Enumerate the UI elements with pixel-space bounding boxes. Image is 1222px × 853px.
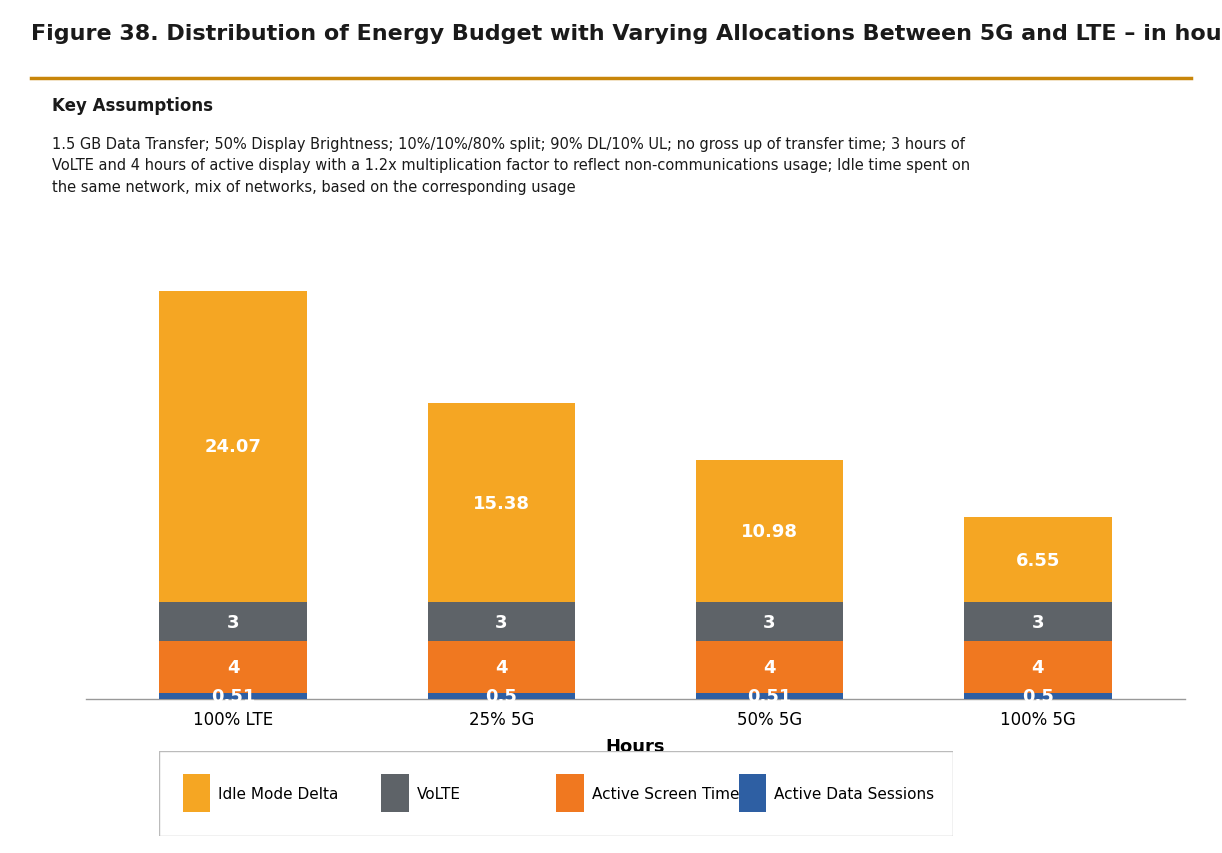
Bar xyxy=(428,602,576,641)
Text: 4: 4 xyxy=(227,658,240,676)
Bar xyxy=(159,693,307,699)
Bar xyxy=(964,641,1112,693)
Text: 1.5 GB Data Transfer; 50% Display Brightness; 10%/10%/80% split; 90% DL/10% UL; : 1.5 GB Data Transfer; 50% Display Bright… xyxy=(51,136,970,194)
X-axis label: Hours: Hours xyxy=(606,737,665,755)
Bar xyxy=(695,461,843,602)
Text: 3: 3 xyxy=(495,613,507,631)
Text: 0.51: 0.51 xyxy=(211,688,255,705)
Bar xyxy=(556,775,584,812)
Bar xyxy=(381,775,409,812)
Bar xyxy=(428,403,576,602)
Text: 4: 4 xyxy=(764,658,776,676)
Text: 4: 4 xyxy=(495,659,507,676)
Text: 15.38: 15.38 xyxy=(473,494,530,512)
Text: VoLTE: VoLTE xyxy=(417,786,461,801)
Text: Figure 38. Distribution of Energy Budget with Varying Allocations Between 5G and: Figure 38. Distribution of Energy Budget… xyxy=(31,24,1222,44)
Bar xyxy=(159,641,307,693)
Text: 0.5: 0.5 xyxy=(485,688,517,705)
Bar xyxy=(964,602,1112,641)
Text: Key Assumptions: Key Assumptions xyxy=(51,97,213,115)
Bar xyxy=(428,641,576,693)
Text: 0.51: 0.51 xyxy=(748,688,792,705)
Bar xyxy=(159,602,307,641)
Text: 3: 3 xyxy=(1031,613,1044,631)
Text: 0.5: 0.5 xyxy=(1022,688,1053,705)
Text: 4: 4 xyxy=(1031,659,1044,676)
Bar xyxy=(159,292,307,602)
Bar xyxy=(738,775,766,812)
Text: Idle Mode Delta: Idle Mode Delta xyxy=(219,786,338,801)
Bar xyxy=(695,641,843,693)
Text: 3: 3 xyxy=(764,612,776,630)
Text: 6.55: 6.55 xyxy=(1015,551,1059,569)
Bar xyxy=(695,602,843,641)
Text: 10.98: 10.98 xyxy=(741,522,798,541)
Text: Active Data Sessions: Active Data Sessions xyxy=(775,786,935,801)
Bar xyxy=(964,693,1112,699)
Bar xyxy=(964,518,1112,602)
Text: 3: 3 xyxy=(227,612,240,630)
Text: Active Screen Time: Active Screen Time xyxy=(591,786,739,801)
Text: 24.07: 24.07 xyxy=(204,438,262,456)
Bar xyxy=(695,693,843,699)
Bar xyxy=(428,693,576,699)
Bar xyxy=(183,775,210,812)
